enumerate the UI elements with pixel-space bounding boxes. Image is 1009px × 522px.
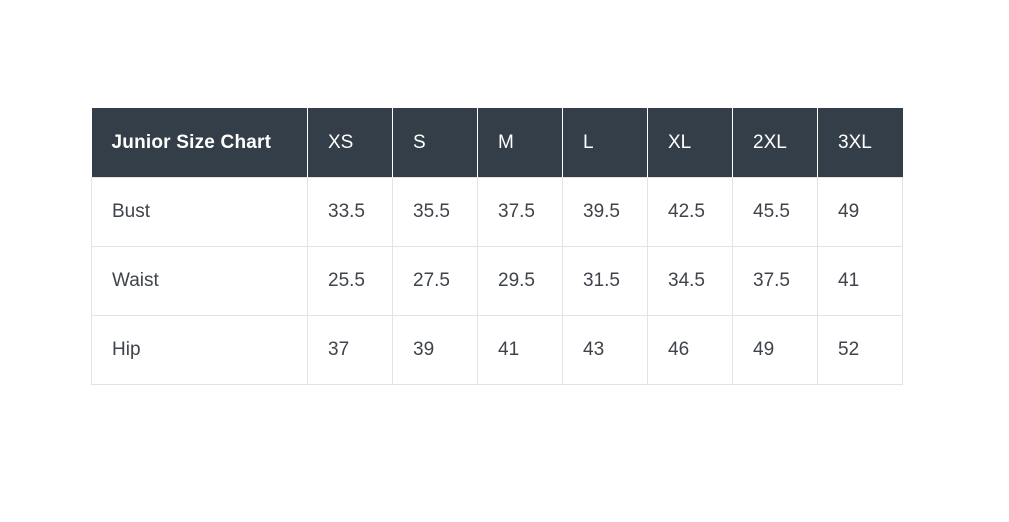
junior-size-chart-table: Junior Size Chart XS S M L XL 2XL 3XL Bu…	[91, 108, 903, 385]
value-cell: 39	[392, 315, 478, 385]
table-row-waist: Waist 25.5 27.5 29.5 31.5 34.5 37.5 41	[91, 246, 903, 316]
value-cell: 31.5	[562, 246, 648, 316]
row-label-cell: Bust	[91, 177, 308, 247]
value-cell: 42.5	[647, 177, 733, 247]
table-title-cell: Junior Size Chart	[91, 108, 308, 178]
value-cell: 49	[732, 315, 818, 385]
column-header-2xl: 2XL	[732, 108, 818, 178]
column-header-m: M	[477, 108, 563, 178]
column-header-s: S	[392, 108, 478, 178]
value-cell: 43	[562, 315, 648, 385]
value-cell: 34.5	[647, 246, 733, 316]
value-cell: 49	[817, 177, 903, 247]
row-label-cell: Waist	[91, 246, 308, 316]
value-cell: 39.5	[562, 177, 648, 247]
table-row-hip: Hip 37 39 41 43 46 49 52	[91, 315, 903, 385]
value-cell: 45.5	[732, 177, 818, 247]
table-row-bust: Bust 33.5 35.5 37.5 39.5 42.5 45.5 49	[91, 177, 903, 247]
column-header-xs: XS	[307, 108, 393, 178]
column-header-xl: XL	[647, 108, 733, 178]
value-cell: 25.5	[307, 246, 393, 316]
value-cell: 27.5	[392, 246, 478, 316]
value-cell: 52	[817, 315, 903, 385]
value-cell: 37.5	[732, 246, 818, 316]
value-cell: 35.5	[392, 177, 478, 247]
value-cell: 37	[307, 315, 393, 385]
value-cell: 33.5	[307, 177, 393, 247]
table-header-row: Junior Size Chart XS S M L XL 2XL 3XL	[91, 108, 903, 178]
column-header-l: L	[562, 108, 648, 178]
value-cell: 37.5	[477, 177, 563, 247]
row-label-cell: Hip	[91, 315, 308, 385]
value-cell: 46	[647, 315, 733, 385]
value-cell: 41	[817, 246, 903, 316]
value-cell: 29.5	[477, 246, 563, 316]
column-header-3xl: 3XL	[817, 108, 903, 178]
value-cell: 41	[477, 315, 563, 385]
